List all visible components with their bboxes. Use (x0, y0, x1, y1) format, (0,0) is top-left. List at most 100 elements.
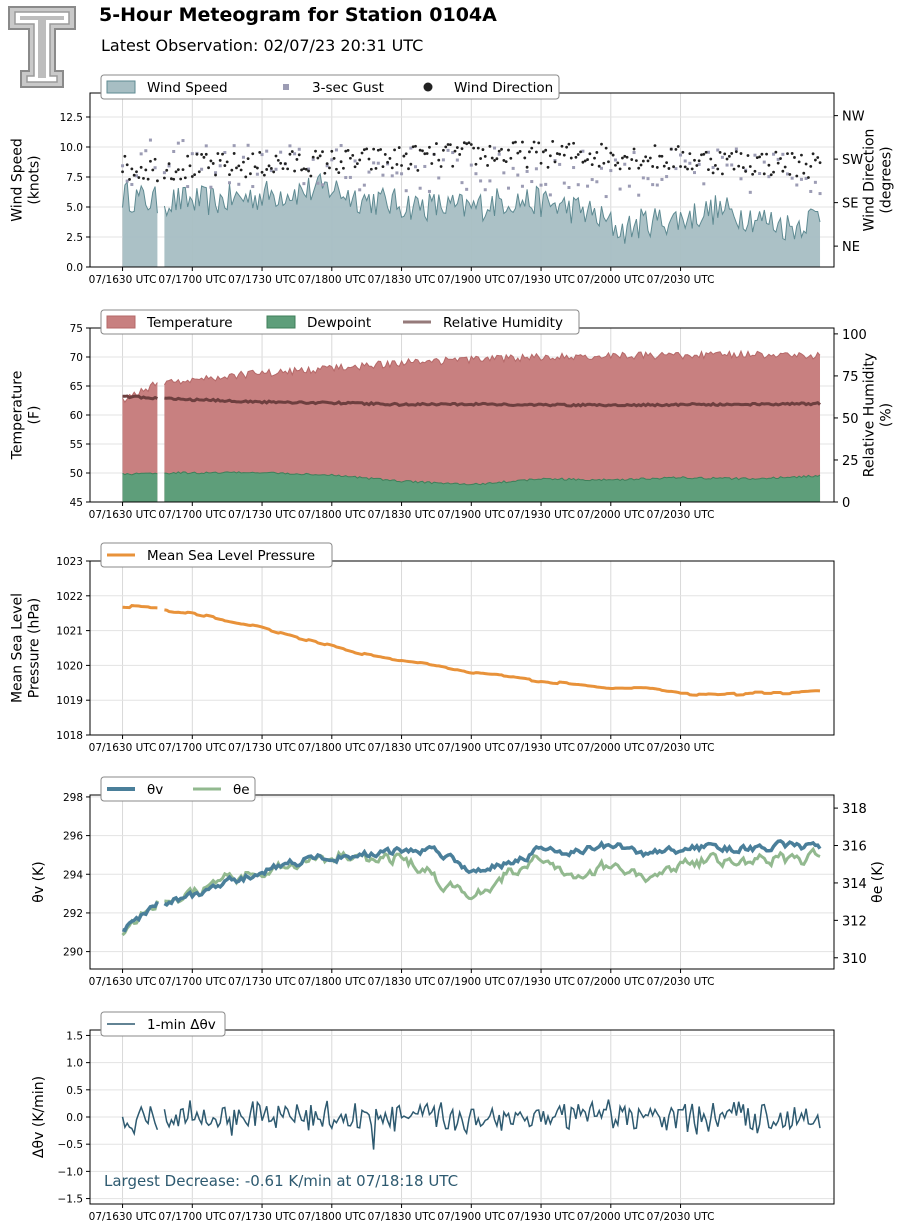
gust-marker (414, 165, 417, 169)
wind-direction-marker (607, 160, 610, 164)
wind-direction-marker (183, 176, 187, 180)
wind-direction-marker (541, 150, 545, 154)
wind-direction-marker (242, 160, 245, 164)
x-tick-label: 07/1930 UTC (507, 1211, 575, 1223)
gust-marker (232, 144, 236, 148)
legend-box (100, 542, 333, 568)
gust-marker (544, 182, 548, 186)
legend-entry: θe (193, 782, 250, 798)
wind-direction-marker (156, 179, 159, 183)
legend-entry: Dewpoint (266, 315, 371, 331)
mslp-line (122, 604, 158, 610)
gust-marker (204, 144, 208, 148)
gust-marker (339, 144, 343, 148)
wind-direction-marker (458, 153, 462, 156)
gust-marker (511, 166, 515, 170)
wind-direction-marker (690, 167, 694, 171)
y-tick-label: 70 (70, 352, 83, 364)
wind-direction-marker (428, 145, 431, 149)
y-tick-label: 0.0 (66, 262, 83, 274)
gust-marker (260, 153, 264, 157)
gust-marker (720, 155, 724, 159)
wind-direction-marker (558, 152, 562, 156)
wind-direction-marker (188, 164, 192, 168)
wind-direction-marker (725, 157, 729, 161)
wind-direction-marker (621, 156, 624, 160)
gust-marker (809, 189, 813, 193)
legend-swatch (266, 315, 296, 329)
x-tick-label: 07/1830 UTC (368, 976, 436, 988)
wind-direction-marker (644, 155, 648, 159)
wind-direction-marker (190, 175, 194, 178)
gust-marker (558, 162, 562, 166)
wind-direction-marker (402, 154, 406, 158)
wind-direction-marker (816, 156, 820, 159)
wind-direction-marker (253, 165, 257, 169)
gust-marker (734, 147, 738, 151)
x-tick-label: 07/1900 UTC (437, 274, 505, 286)
wind-direction-marker (439, 165, 443, 168)
delta-theta-line (163, 1099, 821, 1150)
x-tick-label: 07/2030 UTC (647, 274, 715, 286)
y2-axis-label: Wind Direction (862, 129, 878, 232)
wind-direction-marker (581, 160, 585, 164)
wind-direction-marker (351, 153, 355, 157)
y-tick-label: 5.0 (66, 202, 83, 214)
gust-marker (237, 182, 241, 186)
wind-direction-marker (739, 152, 743, 155)
wind-direction-marker (202, 155, 206, 159)
legend-entry: θv (107, 782, 163, 798)
wind-direction-marker (332, 157, 336, 160)
wind-direction-marker (353, 165, 357, 169)
y2-axis-label: Relative Humidity (862, 353, 878, 477)
wind-direction-marker (783, 165, 787, 169)
wind-direction-marker (142, 177, 145, 180)
latest-observation: Latest Observation: 02/07/23 20:31 UTC (101, 36, 424, 55)
wind-direction-marker (579, 150, 582, 154)
gust-marker (288, 144, 292, 148)
wind-direction-marker (681, 150, 685, 154)
x-tick-label: 07/1930 UTC (507, 509, 575, 521)
wind-direction-marker (195, 152, 199, 156)
x-tick-label: 07/1930 UTC (507, 274, 575, 286)
wind-direction-marker (523, 156, 527, 160)
x-tick-label: 07/1830 UTC (368, 1211, 436, 1223)
legend-label: 1-min Δθv (147, 1017, 216, 1033)
wind-direction-marker (758, 155, 761, 159)
wind-direction-marker (683, 165, 687, 169)
wind-direction-marker (314, 149, 317, 153)
wind-direction-marker (625, 155, 629, 159)
wind-direction-marker (197, 170, 201, 174)
y-tick-label: −1.5 (58, 1194, 84, 1206)
mslp-line (164, 608, 821, 697)
wind-direction-marker (674, 147, 678, 151)
wind-direction-marker (583, 159, 587, 163)
gust-marker (507, 186, 510, 190)
wind-direction-marker (711, 171, 715, 175)
gust-marker (181, 139, 185, 143)
gust-marker (130, 182, 134, 186)
gust-marker (409, 146, 413, 150)
wind-direction-marker (500, 147, 503, 151)
wind-direction-marker (609, 151, 613, 155)
wind-direction-marker (235, 166, 238, 170)
x-tick-label: 07/2000 UTC (577, 509, 645, 521)
gust-marker (446, 148, 450, 152)
gust-marker (581, 149, 585, 153)
wind-direction-marker (218, 159, 222, 162)
wind-direction-marker (453, 149, 457, 153)
dewpoint-line (122, 472, 158, 476)
wind-direction-marker (686, 167, 689, 171)
y-tick-label: 50 (70, 468, 83, 480)
legend-entry: Relative Humidity (403, 315, 563, 331)
wind-direction-marker (397, 146, 401, 149)
wind-direction-marker (274, 154, 278, 158)
wind-direction-marker (337, 171, 341, 175)
x-tick-label: 07/1730 UTC (228, 976, 296, 988)
legend-label: Temperature (146, 315, 233, 331)
x-tick-label: 07/1930 UTC (507, 742, 575, 754)
wind-direction-marker (355, 162, 359, 166)
wind-direction-marker (362, 148, 366, 152)
wind-direction-marker (490, 156, 494, 160)
wind-direction-marker (760, 152, 764, 156)
